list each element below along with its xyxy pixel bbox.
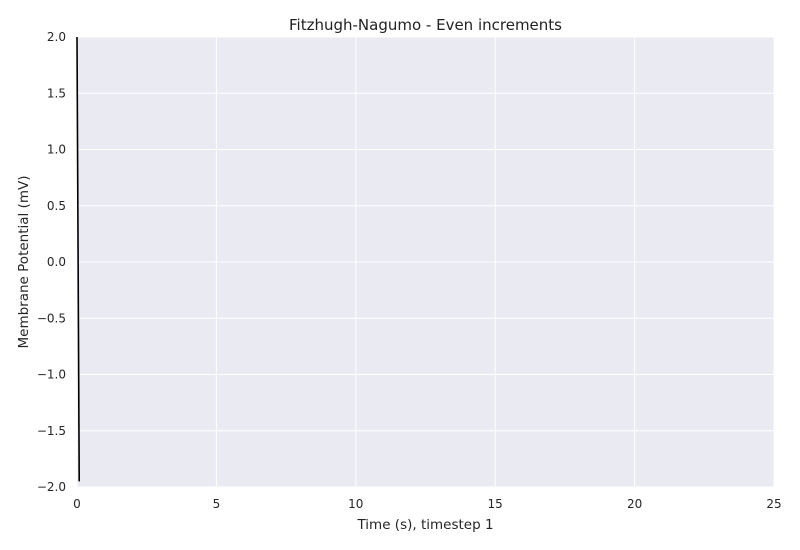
y-tick-label: −1.0 bbox=[37, 368, 66, 382]
x-tick-label: 20 bbox=[627, 497, 642, 511]
y-tick-label: 0.0 bbox=[47, 255, 66, 269]
x-tick-label: 0 bbox=[73, 497, 81, 511]
y-tick-label: 1.0 bbox=[47, 143, 66, 157]
y-axis-label: Membrane Potential (mV) bbox=[16, 175, 32, 348]
x-tick-label: 15 bbox=[488, 497, 503, 511]
chart-title: Fitzhugh-Nagumo - Even increments bbox=[289, 16, 562, 34]
y-tick-label: −1.5 bbox=[37, 424, 66, 438]
x-axis-label: Time (s), timestep 1 bbox=[356, 517, 493, 533]
y-tick-label: 2.0 bbox=[47, 30, 66, 44]
x-tick-labels: 0 5 10 15 20 25 bbox=[73, 497, 781, 511]
y-tick-label: −2.0 bbox=[37, 480, 66, 494]
y-tick-label: 1.5 bbox=[47, 86, 66, 100]
x-tick-label: 25 bbox=[766, 497, 781, 511]
y-tick-label: −0.5 bbox=[37, 311, 66, 325]
x-tick-label: 5 bbox=[213, 497, 221, 511]
series-line bbox=[76, 36, 81, 482]
series-layer bbox=[76, 36, 81, 482]
y-tick-label: 0.5 bbox=[47, 199, 66, 213]
y-tick-labels: 2.0 1.5 1.0 0.5 0.0 −0.5 −1.0 −1.5 −2.0 bbox=[37, 30, 66, 494]
x-tick-label: 10 bbox=[348, 497, 363, 511]
grid bbox=[76, 36, 775, 488]
